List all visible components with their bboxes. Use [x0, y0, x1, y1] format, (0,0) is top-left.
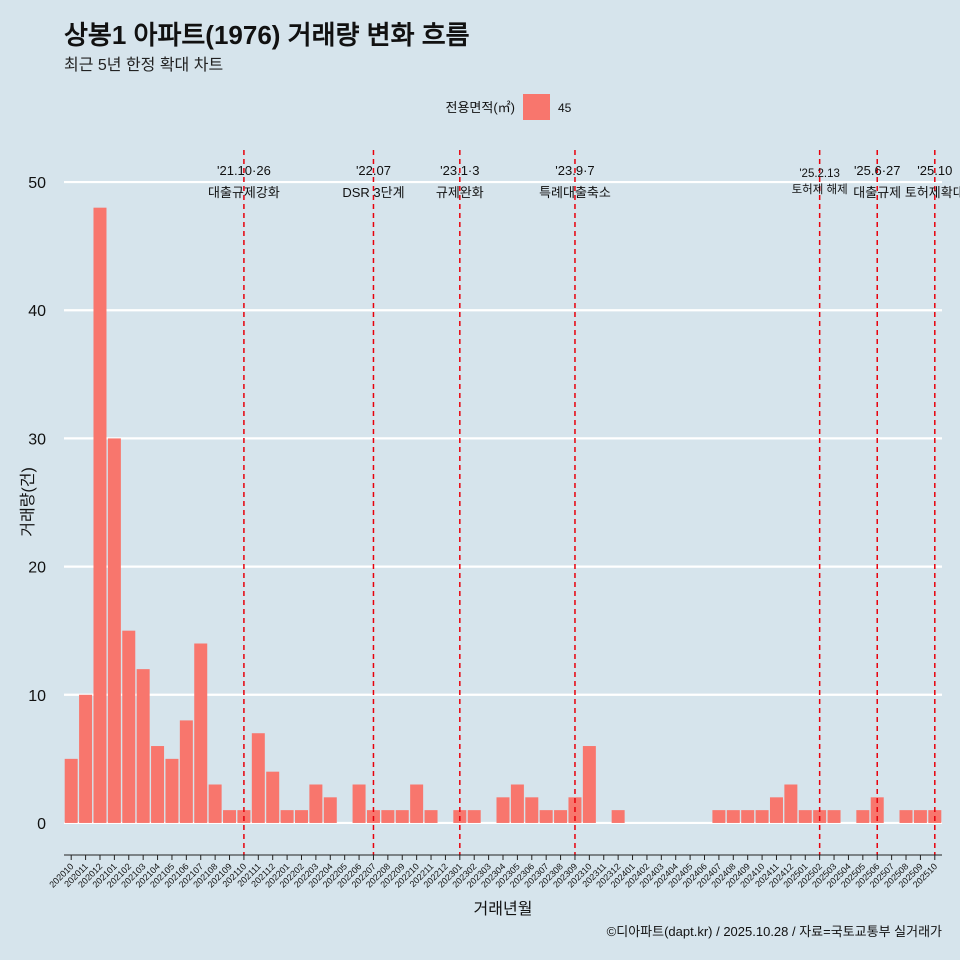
bar	[251, 733, 265, 823]
event-lines	[243, 150, 936, 855]
legend-swatch	[523, 94, 550, 120]
chart-caption: ©디아파트(dapt.kr) / 2025.10.28 / 자료=국토교통부 실…	[607, 924, 942, 939]
event-label: 특례대출축소	[539, 185, 611, 200]
bar	[496, 797, 510, 823]
bar	[784, 784, 798, 823]
bar	[179, 720, 193, 823]
bar	[798, 810, 812, 823]
event-label: 토허제 해제	[792, 183, 848, 196]
bar	[510, 784, 524, 823]
bar	[309, 784, 323, 823]
bar	[410, 784, 424, 823]
bar	[741, 810, 755, 823]
bar	[539, 810, 553, 823]
chart-subtitle: 최근 5년 한정 확대 차트	[64, 56, 223, 74]
y-tick-label: 0	[37, 816, 46, 833]
bar	[582, 746, 596, 823]
bar	[913, 810, 927, 823]
bar	[151, 746, 165, 823]
bar	[424, 810, 438, 823]
bar	[64, 758, 78, 823]
bar	[194, 643, 208, 823]
legend-title: 전용면적(㎡)	[446, 100, 516, 115]
bar	[381, 810, 395, 823]
bar	[93, 207, 107, 823]
bar	[467, 810, 481, 823]
bar	[899, 810, 913, 823]
x-axis-ticks: 2020102020112020122021012021022021032021…	[47, 855, 939, 890]
bar	[165, 758, 179, 823]
bar	[107, 438, 121, 823]
legend: 전용면적(㎡) 45	[446, 94, 572, 120]
bar	[323, 797, 337, 823]
bar	[136, 669, 150, 823]
bar	[827, 810, 841, 823]
event-date: '22.07	[356, 163, 391, 178]
bar	[395, 810, 409, 823]
y-tick-label: 30	[28, 431, 46, 448]
y-tick-label: 50	[28, 175, 46, 192]
event-date: '25.10	[917, 163, 952, 178]
bar	[611, 810, 625, 823]
bar	[712, 810, 726, 823]
bar	[769, 797, 783, 823]
bar	[122, 630, 136, 823]
bar	[79, 694, 93, 823]
event-label: 토허제확대	[905, 185, 960, 200]
event-annotations: '21.10·26 대출규제강화 '22.07 DSR 3단계 '23.1·3 규제완화 '…	[208, 163, 960, 200]
chart-title: 상봉1 아파트(1976) 거래량 변화 흐름	[64, 20, 470, 50]
bar	[208, 784, 222, 823]
bar	[726, 810, 740, 823]
event-label: 대출규제	[853, 185, 901, 200]
event-date: '23.1·3	[440, 163, 479, 178]
bar	[525, 797, 539, 823]
event-date: '25.2.13	[799, 168, 840, 180]
x-axis-label: 거래년월	[474, 900, 533, 918]
bar	[352, 784, 366, 823]
legend-label: 45	[558, 101, 572, 115]
event-label: 규제완화	[436, 185, 484, 200]
bar	[223, 810, 237, 823]
event-date: '23.9·7	[555, 163, 594, 178]
y-axis-tick-labels: 0 10 20 30 40 50	[28, 175, 46, 833]
bar	[856, 810, 870, 823]
y-tick-label: 20	[28, 560, 46, 577]
event-date: '25.6·27	[854, 163, 901, 178]
bar	[266, 771, 280, 823]
bar	[554, 810, 568, 823]
y-tick-label: 40	[28, 303, 46, 320]
bar	[755, 810, 769, 823]
bars	[64, 207, 942, 823]
y-axis-label: 거래량(건)	[19, 467, 37, 537]
event-label: 대출규제강화	[208, 185, 280, 200]
event-label: DSR 3단계	[342, 185, 404, 200]
bar	[280, 810, 294, 823]
bar	[294, 810, 308, 823]
y-tick-label: 10	[28, 688, 46, 705]
event-date: '21.10·26	[217, 163, 271, 178]
